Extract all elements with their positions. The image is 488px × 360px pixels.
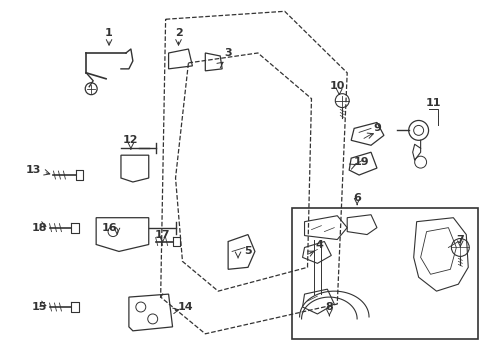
Bar	[291, 208, 477, 339]
Text: 14: 14	[177, 302, 193, 312]
Text: 11: 11	[425, 98, 440, 108]
Text: 16: 16	[101, 222, 117, 233]
Text: 2: 2	[174, 28, 182, 38]
Text: 12: 12	[123, 135, 139, 145]
Text: 3: 3	[224, 48, 231, 58]
Text: 19: 19	[352, 157, 368, 167]
Text: 18: 18	[32, 222, 47, 233]
Text: 8: 8	[325, 302, 332, 312]
Text: 4: 4	[315, 240, 323, 251]
Text: 1: 1	[105, 28, 113, 38]
Text: 7: 7	[455, 234, 463, 244]
Text: 9: 9	[372, 123, 380, 134]
Text: 15: 15	[32, 302, 47, 312]
Text: 17: 17	[155, 230, 170, 239]
Text: 10: 10	[329, 81, 344, 91]
Text: 5: 5	[244, 247, 251, 256]
Text: 13: 13	[26, 165, 41, 175]
Text: 6: 6	[352, 193, 360, 203]
